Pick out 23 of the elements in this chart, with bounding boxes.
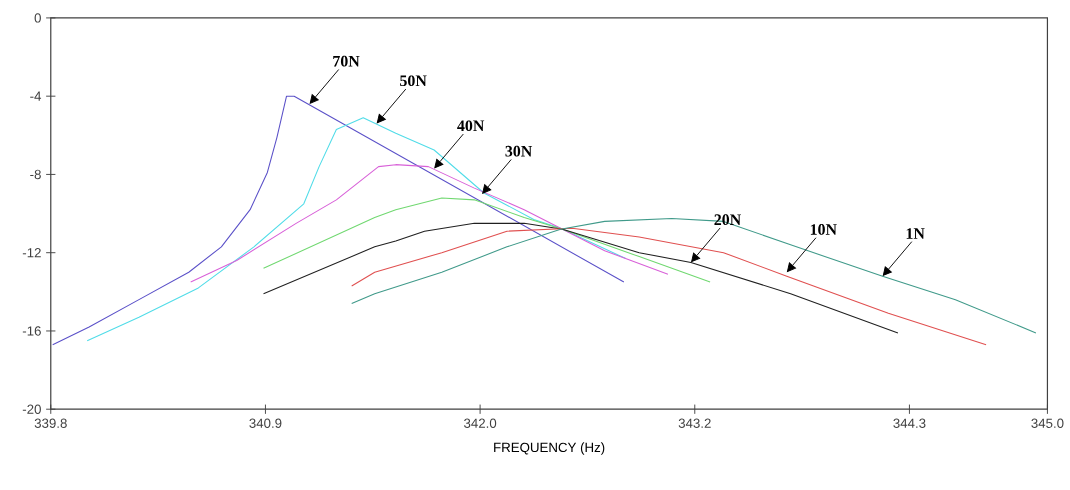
annotation: 10N <box>810 224 837 235</box>
y-tick-label: -16 <box>22 326 41 336</box>
y-tick-label: -8 <box>30 169 41 180</box>
y-tick-label: 0 <box>34 13 41 23</box>
line-series <box>263 197 711 283</box>
line-series <box>52 95 625 346</box>
annotation: 20N <box>714 214 741 226</box>
x-axis-title: FREQUENCY (Hz) <box>494 442 605 455</box>
x-tick-label: 343.2 <box>678 418 711 429</box>
y-tick-label: -4 <box>30 91 42 101</box>
annotation: 70N <box>333 55 360 67</box>
y-tick-label: -20 <box>22 404 41 414</box>
annotation: 30N <box>505 145 533 157</box>
x-tick-label: 345.0 <box>1031 418 1064 429</box>
line-series <box>190 164 669 283</box>
x-tick-label: 342.0 <box>464 418 497 429</box>
annotation: 1N <box>906 228 925 239</box>
y-tick-label: -12 <box>22 248 41 258</box>
x-tick-label: 340.9 <box>249 418 282 429</box>
annotation: 50N <box>400 75 427 87</box>
x-tick-label: 339.8 <box>34 418 67 429</box>
annotation: 40N <box>457 120 485 132</box>
x-tick-label: 344.3 <box>893 418 926 429</box>
